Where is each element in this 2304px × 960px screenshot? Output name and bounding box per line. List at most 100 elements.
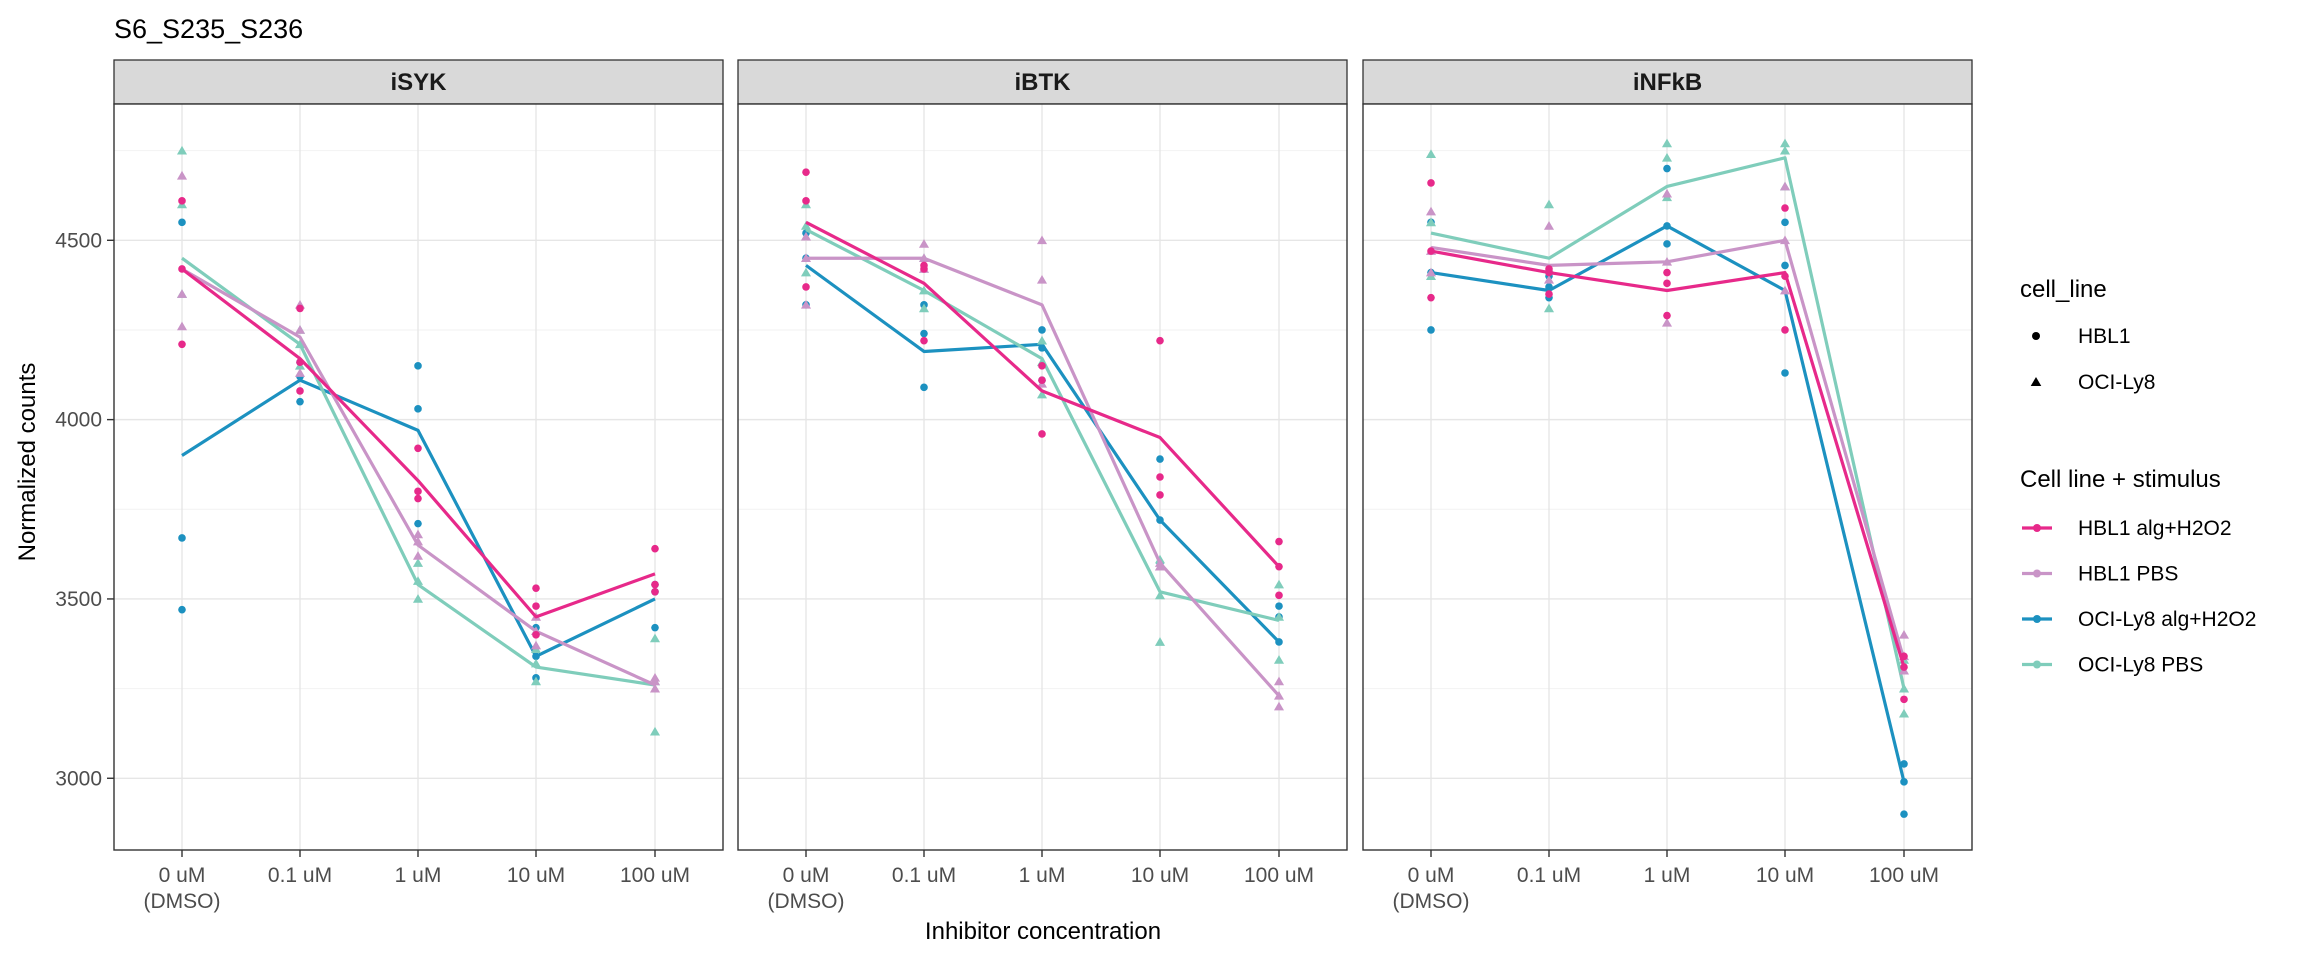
data-point [800, 267, 812, 277]
data-point [178, 340, 186, 349]
series-hbl1-alg-h2o2 [178, 197, 659, 639]
series-line [805, 228, 1280, 623]
chart-title: S6_S235_S236 [114, 14, 303, 44]
data-point [1781, 218, 1789, 227]
facet-strip [737, 59, 1348, 105]
data-point [1900, 810, 1908, 818]
data-point [1156, 491, 1164, 499]
series-line [805, 220, 1281, 568]
facet-panel-ibtk: iBTK 0 uM (DMSO) 0.1 uM 1 uM 10 uM 100 uM [737, 59, 1348, 913]
data-point [1156, 473, 1164, 481]
data-point [296, 387, 304, 395]
data-point [294, 368, 306, 377]
data-point [532, 584, 540, 592]
x-tick-label: 0 uM [1408, 864, 1455, 887]
data-point [1661, 152, 1673, 162]
facet-title: iSYK [390, 69, 447, 96]
data-point [1154, 637, 1166, 646]
x-tick-label: 100 uM [620, 864, 690, 887]
data-point [1038, 376, 1046, 384]
data-point [918, 303, 930, 313]
data-point [1425, 206, 1437, 216]
data-point [294, 325, 306, 334]
data-point [1898, 630, 1910, 639]
y-tick-label: 4500 [55, 229, 102, 252]
y-axis-label: Normalized counts [14, 363, 41, 562]
data-point [649, 726, 661, 736]
x-tick-label: 0 uM [783, 864, 830, 887]
x-tick-label: 100 uM [1244, 864, 1314, 887]
data-point [176, 321, 188, 331]
data-point [1036, 235, 1048, 245]
data-point [1661, 317, 1673, 327]
data-point [530, 640, 542, 650]
data-point [1781, 369, 1789, 377]
data-point [1275, 602, 1283, 610]
data-point [1036, 389, 1048, 399]
data-point [1781, 326, 1789, 334]
data-point [920, 261, 928, 270]
data-point [1036, 274, 1048, 284]
series-hbl1-alg-h2o2 [802, 168, 1283, 600]
data-point [1543, 303, 1555, 313]
data-point [1154, 590, 1166, 600]
data-point [1663, 279, 1671, 288]
data-point [651, 544, 659, 553]
data-point [1781, 204, 1789, 212]
data-point [651, 587, 659, 596]
data-point [414, 487, 422, 496]
legend-key-point [2033, 569, 2041, 578]
data-point [649, 633, 661, 643]
facet-panels: iSYK 0 uM (DMSO) 0.1 uM 1 uM 10 uM 100 uM 3000 3… [55, 59, 1973, 913]
data-point [1425, 217, 1437, 227]
data-point [412, 558, 424, 567]
data-point [1663, 240, 1671, 248]
data-point [1661, 138, 1673, 148]
data-point [1275, 537, 1283, 546]
series-line [1430, 224, 1906, 783]
data-point [649, 673, 661, 682]
data-point [414, 362, 422, 370]
data-point [649, 683, 661, 693]
data-point [178, 218, 186, 227]
shape-legend-title: cell_line [2020, 276, 2107, 303]
series-line [1430, 156, 1906, 689]
x-tick-label: 1 uM [1644, 864, 1691, 887]
data-point [920, 329, 928, 338]
data-point [178, 534, 186, 542]
data-point [1545, 290, 1553, 298]
data-point [1663, 268, 1671, 277]
y-tick-label: 3000 [55, 767, 102, 790]
series-line [806, 256, 1281, 697]
data-point [1663, 311, 1671, 320]
series-line [181, 378, 656, 658]
data-point [651, 580, 659, 589]
data-point [802, 197, 810, 205]
data-point [1663, 164, 1671, 173]
data-point [1427, 326, 1435, 334]
x-tick-label: 10 uM [1131, 864, 1189, 887]
data-point [1036, 335, 1048, 345]
data-point [532, 602, 540, 610]
data-point [296, 304, 304, 313]
data-point [1543, 274, 1555, 284]
data-point [1273, 676, 1285, 686]
data-point [1898, 708, 1910, 718]
legend-label: OCI-Ly8 alg+H2O2 [2078, 608, 2256, 631]
x-tick-label: (DMSO) [144, 890, 221, 913]
legend-label: HBL1 alg+H2O2 [2078, 517, 2232, 540]
data-point [532, 631, 540, 639]
data-point [1275, 591, 1283, 600]
color-legend-title: Cell line + stimulus [2020, 466, 2221, 493]
data-point [920, 383, 928, 392]
data-point [1779, 138, 1791, 148]
x-tick-label: 10 uM [1756, 864, 1814, 887]
data-point [176, 170, 188, 180]
data-point [1156, 455, 1164, 463]
series-hbl1-alg-h2o2 [1427, 179, 1908, 704]
data-point [530, 676, 542, 686]
data-point [1543, 221, 1555, 230]
data-point [1427, 179, 1435, 187]
data-point [802, 168, 810, 176]
data-point [1425, 267, 1437, 277]
